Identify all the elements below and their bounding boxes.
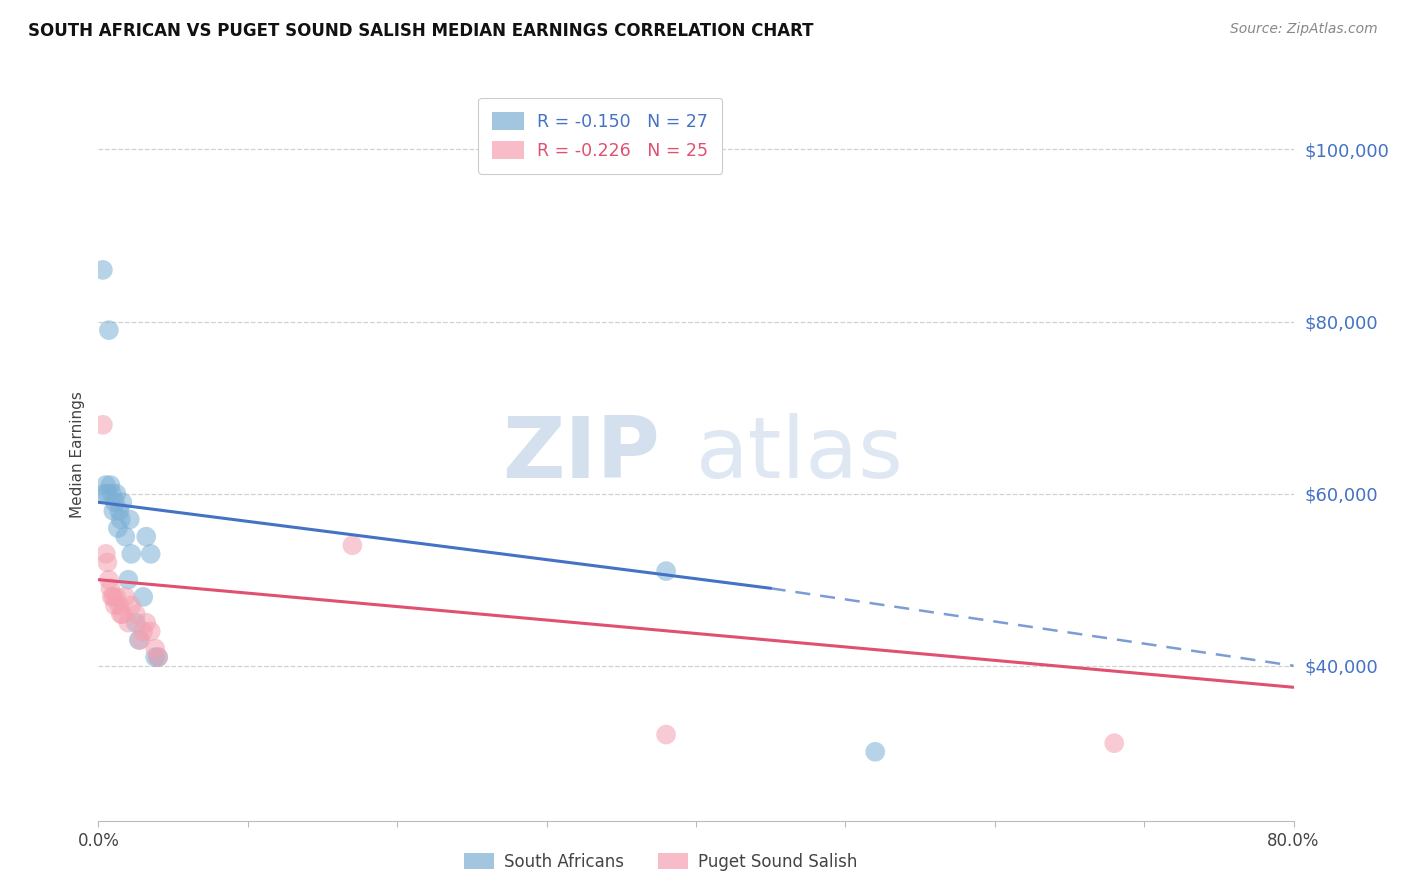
Point [117, 573, 139, 587]
Point [97, 573, 120, 587]
Point [93, 486, 115, 500]
Point [94, 547, 117, 561]
Point [110, 512, 132, 526]
Y-axis label: Median Earnings: Median Earnings [70, 392, 86, 518]
Point [100, 478, 122, 492]
Point [128, 632, 150, 647]
Point [104, 495, 127, 509]
Point [97, 323, 120, 337]
Point [111, 495, 134, 509]
Point [100, 582, 122, 596]
Point [118, 512, 141, 526]
Point [101, 486, 124, 500]
Point [110, 607, 132, 621]
Text: Source: ZipAtlas.com: Source: ZipAtlas.com [1230, 22, 1378, 37]
Point [120, 599, 142, 613]
Point [132, 624, 155, 639]
Point [114, 590, 136, 604]
Point [103, 504, 125, 518]
Point [91, 417, 114, 432]
Point [1104, 736, 1126, 750]
Point [107, 521, 129, 535]
Point [96, 486, 118, 500]
Point [132, 590, 155, 604]
Point [117, 615, 139, 630]
Point [148, 650, 170, 665]
Point [135, 530, 157, 544]
Point [103, 590, 125, 604]
Point [125, 607, 148, 621]
Legend: R = -0.150   N = 27, R = -0.226   N = 25: R = -0.150 N = 27, R = -0.226 N = 25 [478, 98, 723, 174]
Point [101, 590, 124, 604]
Point [135, 615, 157, 630]
Point [91, 263, 114, 277]
Point [139, 547, 162, 561]
Point [139, 624, 162, 639]
Point [120, 547, 142, 561]
Text: SOUTH AFRICAN VS PUGET SOUND SALISH MEDIAN EARNINGS CORRELATION CHART: SOUTH AFRICAN VS PUGET SOUND SALISH MEDI… [28, 22, 814, 40]
Point [105, 590, 128, 604]
Point [94, 478, 117, 492]
Legend: South Africans, Puget Sound Salish: South Africans, Puget Sound Salish [456, 845, 866, 880]
Point [148, 650, 170, 665]
Point [105, 486, 128, 500]
Point [104, 599, 127, 613]
Point [125, 615, 148, 630]
Point [655, 564, 678, 578]
Text: ZIP: ZIP [502, 413, 661, 497]
Point [655, 728, 678, 742]
Point [108, 504, 131, 518]
Text: atlas: atlas [696, 413, 904, 497]
Point [143, 641, 166, 656]
Point [129, 632, 152, 647]
Point [111, 607, 134, 621]
Point [342, 538, 364, 552]
Point [96, 556, 118, 570]
Point [865, 745, 887, 759]
Point [143, 650, 166, 665]
Point [114, 530, 136, 544]
Point [108, 599, 131, 613]
